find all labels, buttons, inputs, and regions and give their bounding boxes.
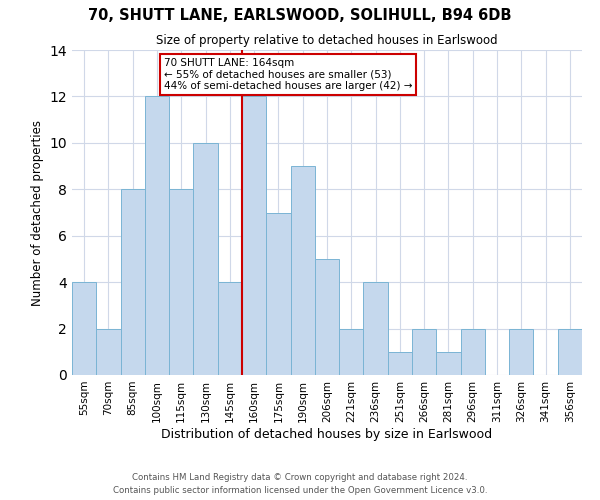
Title: Size of property relative to detached houses in Earlswood: Size of property relative to detached ho… <box>156 34 498 48</box>
Bar <box>72 282 96 375</box>
Bar <box>461 328 485 375</box>
Bar <box>96 328 121 375</box>
Bar <box>145 96 169 375</box>
Bar <box>242 96 266 375</box>
Y-axis label: Number of detached properties: Number of detached properties <box>31 120 44 306</box>
Bar <box>364 282 388 375</box>
Text: 70, SHUTT LANE, EARLSWOOD, SOLIHULL, B94 6DB: 70, SHUTT LANE, EARLSWOOD, SOLIHULL, B94… <box>88 8 512 22</box>
Bar <box>121 190 145 375</box>
Bar <box>339 328 364 375</box>
Bar <box>218 282 242 375</box>
Bar <box>436 352 461 375</box>
Bar <box>388 352 412 375</box>
Bar <box>558 328 582 375</box>
Bar <box>169 190 193 375</box>
Bar <box>315 259 339 375</box>
Bar <box>509 328 533 375</box>
Bar <box>290 166 315 375</box>
Bar <box>193 143 218 375</box>
Bar <box>412 328 436 375</box>
Text: Contains HM Land Registry data © Crown copyright and database right 2024.
Contai: Contains HM Land Registry data © Crown c… <box>113 474 487 495</box>
X-axis label: Distribution of detached houses by size in Earlswood: Distribution of detached houses by size … <box>161 428 493 440</box>
Text: 70 SHUTT LANE: 164sqm
← 55% of detached houses are smaller (53)
44% of semi-deta: 70 SHUTT LANE: 164sqm ← 55% of detached … <box>164 58 412 92</box>
Bar <box>266 212 290 375</box>
